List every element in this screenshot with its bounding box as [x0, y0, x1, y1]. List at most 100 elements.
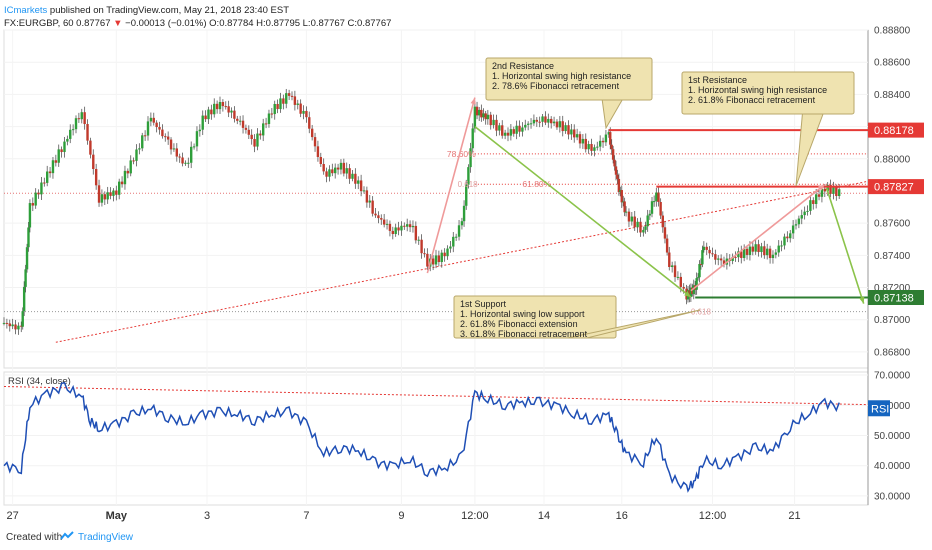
- price-chart[interactable]: 0.888000.886000.884000.882000.880000.876…: [0, 0, 932, 527]
- second-resistance-note-line: 2. 78.6% Fibonacci retracement: [492, 81, 620, 91]
- candle-body: [665, 238, 669, 253]
- tradingview-brand[interactable]: TradingView: [78, 532, 134, 543]
- candle-body: [106, 192, 109, 200]
- ascending-trendline: [55, 180, 869, 343]
- candle-body: [624, 211, 628, 213]
- time-tick-label: May: [106, 510, 128, 522]
- level-price-label: 0.88178: [874, 125, 914, 137]
- candle-body: [617, 178, 621, 193]
- candle-body: [783, 236, 786, 246]
- level-price-label: 0.87827: [874, 182, 914, 194]
- candle-body: [224, 106, 227, 108]
- candle-body: [835, 186, 838, 197]
- candle-body: [406, 224, 409, 227]
- candle-body: [276, 103, 279, 110]
- candle-body: [325, 171, 328, 177]
- fib-ext-label: 0.618: [691, 308, 712, 317]
- time-tick-label: 14: [538, 510, 550, 522]
- candle-body: [717, 258, 720, 260]
- candle-body: [826, 184, 829, 192]
- candle-body: [100, 194, 104, 203]
- candle-body: [774, 252, 778, 255]
- candle-body: [544, 116, 547, 123]
- candle-body: [734, 256, 737, 258]
- candle-body: [37, 192, 40, 195]
- candle-body: [492, 119, 495, 126]
- candle-body: [351, 173, 354, 179]
- candle-body: [377, 215, 380, 219]
- candle-body: [328, 169, 331, 177]
- candle-body: [414, 225, 418, 241]
- candle-body: [233, 110, 236, 119]
- candle-body: [760, 246, 763, 253]
- candle-body: [701, 250, 704, 265]
- candle-body: [382, 219, 386, 225]
- candle-body: [161, 129, 164, 137]
- second-resistance-note-box: [485, 57, 653, 101]
- candle-body: [719, 258, 723, 261]
- candle-body: [699, 263, 703, 265]
- candle-body: [118, 181, 121, 195]
- candle-body: [803, 211, 806, 216]
- candle-body: [138, 148, 141, 150]
- candle-body: [676, 276, 680, 278]
- first-support-note-line: 3. 61.8% Fibonacci retracement: [460, 329, 588, 339]
- candle-body: [550, 118, 553, 124]
- time-tick-label: 3: [204, 510, 210, 522]
- pink-up-arrow-head: [470, 97, 476, 105]
- candle-body: [149, 117, 153, 122]
- candle-body: [195, 131, 199, 147]
- candle-body: [590, 144, 593, 151]
- candle-body: [763, 246, 766, 256]
- candle-body: [201, 115, 204, 130]
- candle-body: [623, 201, 626, 213]
- candle-body: [359, 180, 363, 192]
- candle-body: [348, 168, 351, 179]
- candle-body: [627, 211, 631, 222]
- candle-body: [267, 113, 271, 124]
- candle-body: [689, 287, 693, 297]
- candle-body: [751, 246, 754, 252]
- candle-body: [123, 170, 127, 185]
- candle-body: [437, 255, 441, 263]
- first-resistance-note-line: 1st Resistance: [688, 75, 747, 85]
- first-support-note-line: 2. 61.8% Fibonacci extension: [460, 319, 578, 329]
- candle-body: [143, 135, 147, 137]
- candle-body: [345, 168, 348, 174]
- rsi-trendline: [3, 386, 869, 406]
- price-tick-label: 0.88600: [874, 58, 911, 69]
- candle-body: [512, 129, 515, 134]
- first-support-note-line: 1st Support: [460, 299, 507, 309]
- candle-body: [83, 112, 86, 125]
- candle-body: [63, 141, 66, 153]
- time-tick-label: 16: [616, 510, 628, 522]
- candle-body: [141, 135, 144, 149]
- candle-body: [460, 221, 464, 226]
- pink-up-arrow-2: [690, 183, 826, 292]
- candle-body: [296, 103, 299, 105]
- green-projection-arrow-head: [859, 296, 865, 304]
- candle-body: [541, 116, 544, 122]
- candle-body: [221, 102, 225, 107]
- level-price-label: 0.87138: [874, 293, 914, 305]
- time-tick-label: 27: [7, 510, 19, 522]
- time-tick-label: 9: [398, 510, 404, 522]
- candle-body: [702, 246, 706, 251]
- publisher-link[interactable]: ICmarkets: [4, 5, 48, 16]
- candle-body: [789, 233, 792, 239]
- first-support-note-box: [453, 295, 617, 339]
- candle-body: [184, 162, 187, 164]
- candle-body: [74, 118, 78, 130]
- level-price-tag: [868, 290, 924, 306]
- candle-body: [397, 227, 400, 231]
- candle-body: [31, 203, 34, 206]
- candle-body: [495, 119, 498, 131]
- candle-body: [524, 124, 527, 128]
- candle-body: [465, 184, 468, 206]
- candle-body: [440, 252, 443, 263]
- candle-body: [538, 121, 541, 123]
- rsi-series-line: [3, 381, 840, 493]
- publish-line: ICmarkets published on TradingView.com, …: [4, 4, 391, 17]
- candle-body: [610, 144, 613, 150]
- candle-body: [820, 188, 824, 197]
